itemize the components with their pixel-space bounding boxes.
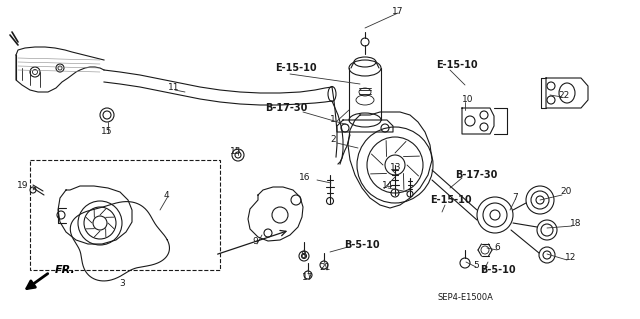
Text: FR.: FR. (55, 265, 76, 275)
Text: E-15-10: E-15-10 (430, 195, 472, 205)
Text: 5: 5 (473, 261, 479, 270)
Text: 15: 15 (230, 147, 242, 157)
Text: 8: 8 (300, 250, 306, 259)
Text: SEP4-E1500A: SEP4-E1500A (437, 293, 493, 302)
Text: 11: 11 (168, 83, 180, 92)
Text: 18: 18 (570, 219, 582, 227)
Text: 4: 4 (164, 191, 170, 201)
Text: 17: 17 (392, 8, 403, 17)
Text: E-15-10: E-15-10 (436, 60, 477, 70)
Text: 16: 16 (298, 174, 310, 182)
Text: 14: 14 (382, 181, 394, 189)
Text: B-17-30: B-17-30 (455, 170, 497, 180)
Text: 10: 10 (462, 95, 474, 105)
Text: 17: 17 (302, 273, 314, 283)
Text: B-17-30: B-17-30 (265, 103, 307, 113)
Text: 21: 21 (319, 263, 331, 272)
Text: B-5-10: B-5-10 (344, 240, 380, 250)
Text: 6: 6 (494, 243, 500, 253)
Text: 7: 7 (512, 194, 518, 203)
Text: B-5-10: B-5-10 (480, 265, 516, 275)
Text: 2: 2 (330, 136, 335, 145)
Text: E-15-10: E-15-10 (275, 63, 317, 73)
Text: 22: 22 (558, 91, 569, 100)
Text: 15: 15 (101, 128, 113, 137)
Text: 1: 1 (330, 115, 336, 124)
Text: 9: 9 (252, 238, 258, 247)
Text: 19: 19 (17, 181, 28, 189)
Text: 13: 13 (390, 164, 401, 173)
Bar (30, 160, 220, 270)
Text: 20: 20 (560, 188, 572, 197)
Text: 12: 12 (565, 254, 577, 263)
Text: 3: 3 (119, 278, 125, 287)
